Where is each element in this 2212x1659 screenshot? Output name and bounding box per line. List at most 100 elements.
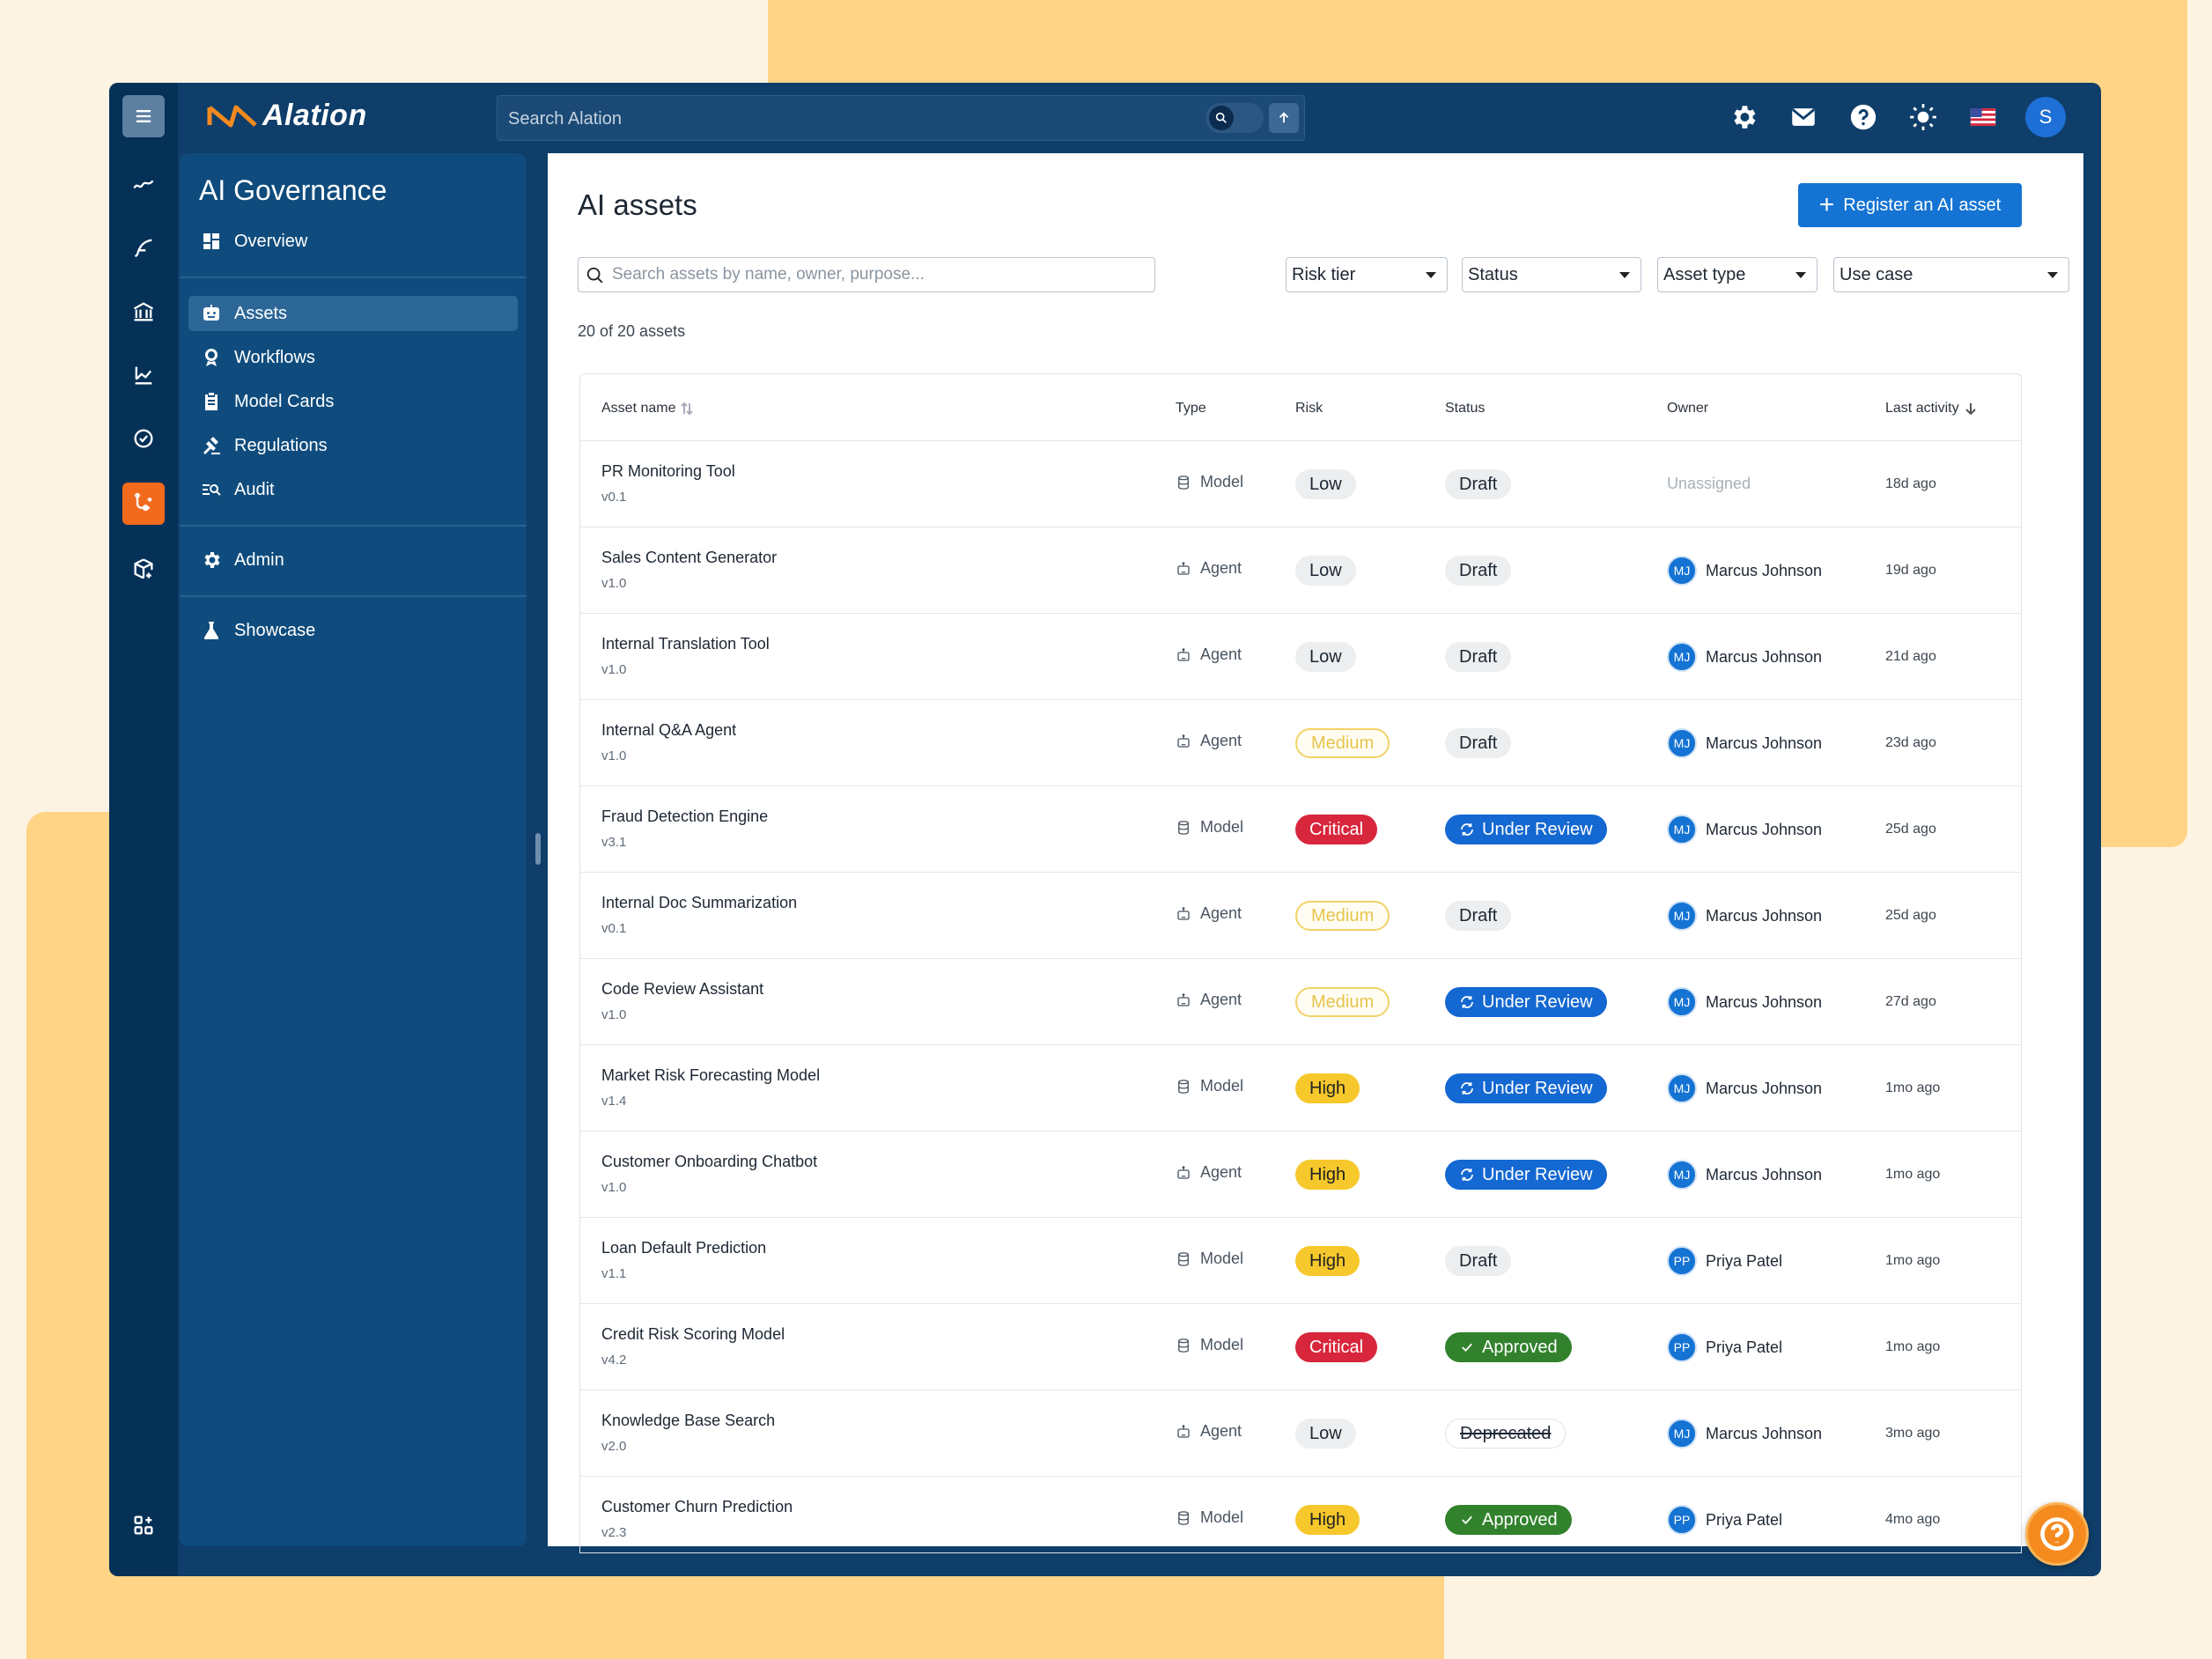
status-badge: Approved xyxy=(1445,1505,1572,1535)
asset-name[interactable]: Internal Q&A Agent xyxy=(601,721,737,739)
asset-name-cell[interactable]: Sales Content Generator v1.0 xyxy=(601,549,777,591)
table-row[interactable]: Sales Content Generator v1.0 Agent Low Draft… xyxy=(580,527,2021,614)
panel-resize-handle[interactable] xyxy=(535,833,541,865)
asset-name-cell[interactable]: Internal Translation Tool v1.0 xyxy=(601,635,770,677)
owner-avatar: MJ xyxy=(1667,728,1697,758)
asset-name-cell[interactable]: Market Risk Forecasting Model v1.4 xyxy=(601,1066,820,1109)
owner-cell[interactable]: MJ Marcus Johnson xyxy=(1667,815,1822,844)
owner-cell[interactable]: MJ Marcus Johnson xyxy=(1667,987,1822,1017)
rail-products-button[interactable] xyxy=(122,548,165,590)
asset-name[interactable]: Credit Risk Scoring Model xyxy=(601,1325,785,1343)
asset-name[interactable]: Knowledge Base Search xyxy=(601,1412,776,1429)
owner-cell[interactable]: MJ Marcus Johnson xyxy=(1667,901,1822,931)
table-row[interactable]: Internal Doc Summarization v0.1 Agent Mediu… xyxy=(580,873,2021,959)
table-row[interactable]: Customer Churn Prediction v2.3 Model High Ap… xyxy=(580,1477,2021,1552)
sidebar-item-regulations[interactable]: Regulations xyxy=(188,428,518,463)
sidebar-item-workflows[interactable]: Workflows xyxy=(188,340,518,375)
table-row[interactable]: Internal Q&A Agent v1.0 Agent Medium Draft MJ… xyxy=(580,700,2021,786)
rail-reports-button[interactable] xyxy=(122,354,165,396)
owner-cell[interactable]: MJ Marcus Johnson xyxy=(1667,1419,1822,1449)
owner-cell[interactable]: MJ Marcus Johnson xyxy=(1667,1073,1822,1103)
register-ai-asset-button[interactable]: + Register an AI asset xyxy=(1798,183,2022,227)
help-fab-button[interactable] xyxy=(2025,1502,2089,1566)
owner-cell[interactable]: MJ Marcus Johnson xyxy=(1667,728,1822,758)
asset-name-cell[interactable]: Code Review Assistant v1.0 xyxy=(601,980,763,1022)
risk-badge: Critical xyxy=(1295,815,1378,844)
type-cell: Agent xyxy=(1176,904,1242,923)
sidebar-item-overview[interactable]: Overview xyxy=(188,224,518,259)
messages-button[interactable] xyxy=(1786,97,1821,137)
rail-compose-button[interactable] xyxy=(122,227,165,269)
theme-toggle-button[interactable] xyxy=(1906,97,1941,137)
sidebar-item-showcase[interactable]: Showcase xyxy=(188,613,518,648)
column-header-owner[interactable]: Owner xyxy=(1667,401,1708,417)
sidebar-item-audit[interactable]: Audit xyxy=(188,472,518,507)
rail-quality-button[interactable] xyxy=(122,417,165,460)
asset-name[interactable]: Internal Doc Summarization xyxy=(601,894,798,911)
language-button[interactable] xyxy=(1965,97,2001,137)
owner-name: Unassigned xyxy=(1667,475,1751,492)
use-case-filter[interactable]: Use case xyxy=(1833,257,2069,292)
asset-name[interactable]: Internal Translation Tool xyxy=(601,635,770,653)
asset-name-cell[interactable]: Customer Churn Prediction v2.3 xyxy=(601,1498,793,1540)
table-row[interactable]: Market Risk Forecasting Model v1.4 Model Hi… xyxy=(580,1045,2021,1132)
column-header-last-activity[interactable]: Last activity xyxy=(1885,401,1977,417)
asset-name-cell[interactable]: Credit Risk Scoring Model v4.2 xyxy=(601,1325,785,1368)
brand-logo[interactable]: Alation xyxy=(206,99,367,133)
sidebar-item-admin[interactable]: Admin xyxy=(188,542,518,578)
column-header-risk[interactable]: Risk xyxy=(1295,401,1323,417)
table-row[interactable]: Customer Onboarding Chatbot v1.0 Agent High… xyxy=(580,1132,2021,1218)
rail-ai-governance-button[interactable] xyxy=(122,483,165,525)
asset-name-cell[interactable]: Loan Default Prediction v1.1 xyxy=(601,1239,766,1281)
asset-name[interactable]: Fraud Detection Engine xyxy=(601,807,769,825)
rail-analytics-button[interactable] xyxy=(122,164,165,206)
asset-name[interactable]: Market Risk Forecasting Model xyxy=(601,1066,821,1084)
user-avatar[interactable]: S xyxy=(2025,97,2066,137)
table-row[interactable]: Fraud Detection Engine v3.1 Model Critical U… xyxy=(580,786,2021,873)
table-row[interactable]: Code Review Assistant v1.0 Agent Medium Unde… xyxy=(580,959,2021,1045)
table-row[interactable]: Credit Risk Scoring Model v4.2 Model Critic… xyxy=(580,1304,2021,1390)
asset-name[interactable]: PR Monitoring Tool xyxy=(601,462,735,480)
asset-name[interactable]: Customer Churn Prediction xyxy=(601,1498,793,1515)
asset-name[interactable]: Sales Content Generator xyxy=(601,549,778,566)
asset-name[interactable]: Customer Onboarding Chatbot xyxy=(601,1153,818,1170)
sidebar-item-model-cards[interactable]: Model Cards xyxy=(188,384,518,419)
owner-cell[interactable]: PP Priya Patel xyxy=(1667,1332,1782,1362)
rail-apps-button[interactable] xyxy=(122,1504,165,1546)
help-button[interactable] xyxy=(1846,97,1881,137)
sidebar-item-assets[interactable]: Assets xyxy=(188,296,518,331)
owner-cell[interactable]: MJ Marcus Johnson xyxy=(1667,556,1822,586)
settings-button[interactable] xyxy=(1726,97,1761,137)
asset-name-cell[interactable]: PR Monitoring Tool v0.1 xyxy=(601,462,735,505)
asset-name-cell[interactable]: Fraud Detection Engine v3.1 xyxy=(601,807,768,850)
status-filter[interactable]: Status xyxy=(1462,257,1641,292)
column-header-status[interactable]: Status xyxy=(1445,401,1485,417)
table-row[interactable]: PR Monitoring Tool v0.1 Model Low Draft Unass… xyxy=(580,441,2021,527)
asset-name-cell[interactable]: Internal Q&A Agent v1.0 xyxy=(601,721,736,763)
asset-name-cell[interactable]: Customer Onboarding Chatbot v1.0 xyxy=(601,1153,817,1195)
owner-cell[interactable]: MJ Marcus Johnson xyxy=(1667,642,1822,672)
owner-cell[interactable]: MJ Marcus Johnson xyxy=(1667,1160,1822,1190)
asset-search-input[interactable] xyxy=(612,263,1140,286)
owner-cell[interactable]: PP Priya Patel xyxy=(1667,1246,1782,1276)
table-row[interactable]: Knowledge Base Search v2.0 Agent Low Depreca… xyxy=(580,1390,2021,1477)
search-submit-button[interactable] xyxy=(1269,103,1299,133)
column-header-type[interactable]: Type xyxy=(1176,401,1206,417)
search-mode-toggle[interactable] xyxy=(1206,103,1264,133)
rail-catalog-button[interactable] xyxy=(122,291,165,333)
risk-tier-filter[interactable]: Risk tier xyxy=(1286,257,1448,292)
owner-cell[interactable]: PP Priya Patel xyxy=(1667,1505,1782,1535)
column-header-asset-name[interactable]: Asset name xyxy=(601,401,694,417)
asset-name[interactable]: Code Review Assistant xyxy=(601,980,764,998)
risk-cell: Medium xyxy=(1295,901,1390,931)
hamburger-menu-button[interactable] xyxy=(122,95,165,137)
sidebar-item-label: Audit xyxy=(234,479,275,499)
global-search-input[interactable] xyxy=(508,105,1177,133)
table-row[interactable]: Internal Translation Tool v1.0 Agent Low Dra… xyxy=(580,614,2021,700)
feather-icon xyxy=(134,239,152,258)
asset-name[interactable]: Loan Default Prediction xyxy=(601,1239,767,1257)
asset-name-cell[interactable]: Internal Doc Summarization v0.1 xyxy=(601,894,797,936)
asset-type-filter[interactable]: Asset type xyxy=(1657,257,1818,292)
table-row[interactable]: Loan Default Prediction v1.1 Model High Draf… xyxy=(580,1218,2021,1304)
asset-name-cell[interactable]: Knowledge Base Search v2.0 xyxy=(601,1412,775,1454)
